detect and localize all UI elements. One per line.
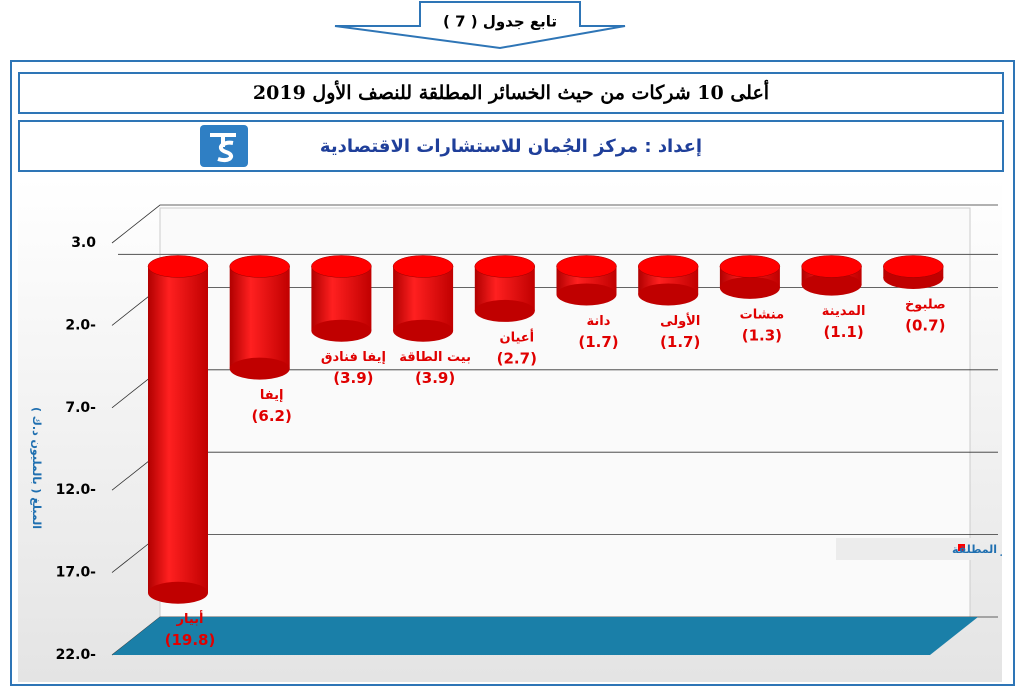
bar-top (883, 255, 944, 278)
value-label: (1.7) (660, 333, 700, 351)
category-label: إيفا (260, 388, 284, 403)
subtitle-box: إعداد : مركز الجُمان للاستشارات الاقتصاد… (18, 120, 1004, 172)
value-label: (3.9) (415, 369, 455, 387)
y-tick-label: 2.0- (65, 317, 96, 333)
value-label: (1.7) (578, 333, 618, 351)
category-label: الأولى (660, 312, 700, 329)
bar (229, 266, 290, 369)
bar-bottom (148, 581, 208, 604)
header-text: تابع جدول ( 7 ) (443, 13, 557, 31)
bar-top (801, 255, 862, 278)
value-label: (3.9) (333, 369, 373, 387)
grid-line (111, 204, 998, 244)
chart-title: أعلى 10 شركات من حيث الخسائر المطلقة للن… (252, 82, 770, 104)
bar (148, 266, 208, 593)
y-axis-title: المبلغ ( بالمليون د.ك ) (30, 407, 43, 529)
bar-top (474, 255, 536, 278)
chart-subtitle: إعداد : مركز الجُمان للاستشارات الاقتصاد… (319, 135, 703, 157)
category-label: أعيان (499, 328, 534, 345)
category-label: دانة (587, 314, 611, 329)
bar-top (311, 255, 372, 278)
y-tick-label: 12.0- (56, 482, 97, 498)
bar-bottom (474, 299, 535, 322)
legend-box (836, 538, 974, 560)
legend-label: الخسائر المطلقة (952, 543, 1002, 556)
category-label: إيفا فنادق (321, 350, 386, 365)
bar-bottom (719, 276, 780, 299)
y-tick-label: 17.0- (56, 565, 97, 581)
category-label: أبيار (175, 610, 203, 627)
value-label: (19.8) (165, 631, 216, 649)
bar-bottom (229, 357, 290, 380)
category-label: بيت الطاقة (399, 350, 471, 365)
logo (200, 125, 248, 167)
bar-top (637, 255, 699, 278)
arrow-shape (334, 1, 626, 50)
value-label: (1.3) (742, 326, 782, 344)
header-arrow: تابع جدول ( 7 ) (334, 1, 626, 50)
category-label: المدينة (822, 304, 866, 319)
bar-bottom (393, 319, 454, 342)
chart: 3.0 2.0- 7.0- 12.0- 17.0- 22.0- المبلغ ( بالمل… (18, 178, 1002, 682)
value-label: (2.7) (497, 349, 537, 367)
bar-bottom (801, 273, 862, 296)
bar-bottom (556, 283, 617, 306)
bar-top (556, 255, 617, 278)
bar-top (392, 255, 454, 278)
bar-bottom (311, 319, 372, 342)
logo-glyph (210, 133, 236, 163)
value-label: (6.2) (252, 407, 292, 425)
y-tick-label: 3.0 (71, 235, 96, 251)
floor (112, 617, 978, 655)
category-label: صلبوخ (905, 297, 946, 312)
bar-top (719, 255, 781, 278)
legend-swatch (958, 544, 965, 551)
bar-top (147, 255, 209, 278)
value-label: (0.7) (905, 316, 945, 334)
y-tick-label: 7.0- (65, 400, 96, 416)
value-label: (1.1) (823, 323, 863, 341)
title-box: أعلى 10 شركات من حيث الخسائر المطلقة للن… (18, 72, 1004, 114)
category-label: منشات (740, 307, 785, 322)
bar-bottom (638, 283, 699, 306)
y-tick-label: 22.0- (56, 647, 97, 663)
bar-top (229, 255, 290, 278)
